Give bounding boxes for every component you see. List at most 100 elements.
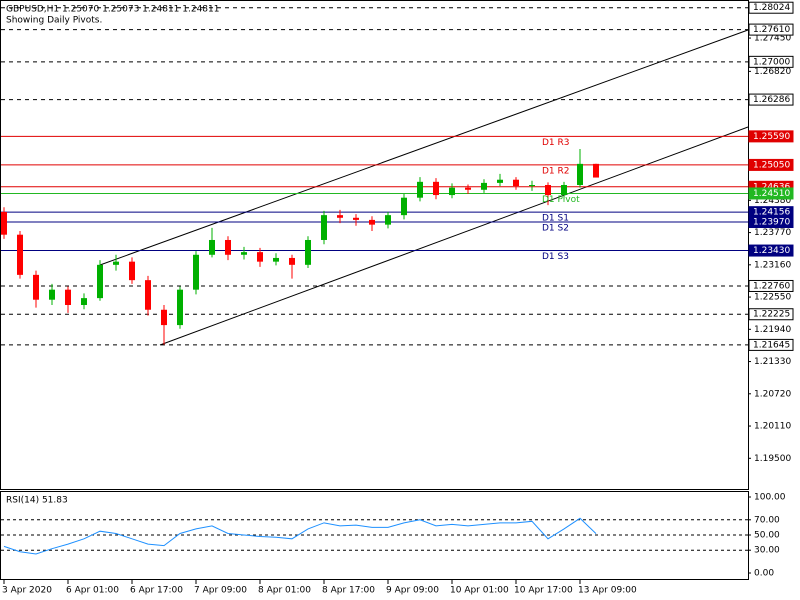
candle-body (289, 257, 295, 265)
chart-title: GBPUSD,H1 1.25070 1.25073 1.24811 1.2481… (6, 5, 219, 15)
level-label: 1.22225 (753, 310, 790, 320)
level-label: 1.21645 (753, 340, 790, 350)
level-name: D1 S1 (542, 214, 569, 224)
candle-body (257, 252, 263, 262)
channel-lower (159, 126, 749, 346)
level-label-box (748, 187, 794, 200)
candle-body (353, 217, 359, 220)
level-label-box (748, 279, 794, 292)
candle-body (593, 163, 599, 178)
candle-body (145, 280, 151, 310)
level-label: 1.26286 (753, 95, 790, 105)
y-tick-label: 1.23770 (754, 228, 791, 238)
candle-body (513, 179, 519, 187)
channel-upper (99, 29, 749, 266)
level-label: 1.25590 (753, 132, 790, 142)
candle-body (65, 289, 71, 305)
y-tick-label: 1.20110 (754, 422, 791, 432)
level-label-box (748, 308, 794, 321)
x-tick-label: 8 Apr 17:00 (322, 586, 375, 596)
y-tick-label: 1.27450 (754, 34, 791, 44)
candle-body (433, 181, 439, 196)
y-tick-label: 1.24380 (754, 196, 791, 206)
y-tick-label: 30.00 (754, 546, 780, 556)
candle-body (225, 239, 231, 255)
candle-body (465, 187, 471, 190)
rsi-line (3, 517, 597, 555)
level-name: D1 R2 (542, 166, 570, 176)
level-name: D1 S3 (542, 252, 569, 262)
level-label-box (748, 158, 794, 171)
candle-body (481, 182, 487, 190)
level-label-box (748, 244, 794, 257)
level-label-box (748, 55, 794, 68)
level-label-box (748, 130, 794, 143)
level-label-box (748, 338, 794, 351)
y-tick-label: 1.21940 (754, 325, 791, 335)
level-label: 1.25050 (753, 160, 790, 170)
rsi-title: RSI(14) 51.83 (6, 496, 68, 506)
x-tick-label: 3 Apr 2020 (2, 586, 52, 596)
candle-body (97, 264, 103, 299)
marks (1, 149, 599, 555)
level-label: 1.28024 (753, 3, 790, 13)
y-tick-label: 1.19500 (754, 454, 791, 464)
candle-body (305, 239, 311, 265)
candle-body (561, 185, 567, 196)
candle-body (273, 257, 279, 262)
candle-body (321, 215, 327, 240)
level-label-box (748, 1, 794, 14)
x-tick-label: 10 Apr 17:00 (514, 586, 573, 596)
candle-body (241, 252, 247, 255)
candle-body (449, 187, 455, 196)
candle-body (81, 298, 87, 305)
level-label: 1.27000 (753, 57, 790, 67)
x-tick-label: 7 Apr 09:00 (194, 586, 247, 596)
level-label-box (748, 216, 794, 229)
candle-body (545, 185, 551, 196)
level-label-box (748, 23, 794, 36)
candle-body (177, 289, 183, 326)
candle-body (577, 163, 583, 186)
x-tick-label: 8 Apr 01:00 (258, 586, 311, 596)
level-label: 1.24156 (753, 208, 790, 218)
x-tick-label: 6 Apr 17:00 (130, 586, 183, 596)
level-label: 1.22760 (753, 281, 790, 291)
y-tick-label: 0.00 (754, 569, 774, 579)
level-name: D1 Pivot (542, 195, 580, 205)
candle-body (401, 197, 407, 216)
candle-body (1, 211, 7, 235)
level-label: 1.24636 (753, 182, 790, 192)
candle-body (17, 234, 23, 275)
y-tick-label: 1.26820 (754, 67, 791, 77)
x-tick-label: 9 Apr 09:00 (386, 586, 439, 596)
candle-body (161, 309, 167, 326)
y-tick-label: 50.00 (754, 531, 780, 541)
level-label: 1.27610 (753, 25, 790, 35)
level-name: D1 S2 (542, 224, 569, 234)
candle-body (497, 179, 503, 183)
y-tick-label: 1.22550 (754, 293, 791, 303)
y-tick-label: 70.00 (754, 515, 780, 525)
level-name: D1 R3 (542, 138, 570, 148)
candle-body (33, 274, 39, 300)
candle-body (417, 181, 423, 198)
x-tick-label: 13 Apr 09:00 (578, 586, 637, 596)
candle-body (369, 219, 375, 225)
y-tick-label: 100.00 (754, 493, 786, 503)
candle-body (49, 289, 55, 300)
chart-subtitle: Showing Daily Pivots. (6, 16, 102, 26)
candle-body (385, 215, 391, 225)
x-tick-label: 6 Apr 01:00 (66, 586, 119, 596)
level-label-box (748, 93, 794, 106)
x-tick-label: 10 Apr 01:00 (450, 586, 509, 596)
candle-body (337, 215, 343, 218)
candle-body (529, 185, 535, 187)
candle-body (193, 254, 199, 290)
y-tick-label: 1.20720 (754, 389, 791, 399)
candle-body (129, 261, 135, 281)
candle-body (209, 239, 215, 255)
